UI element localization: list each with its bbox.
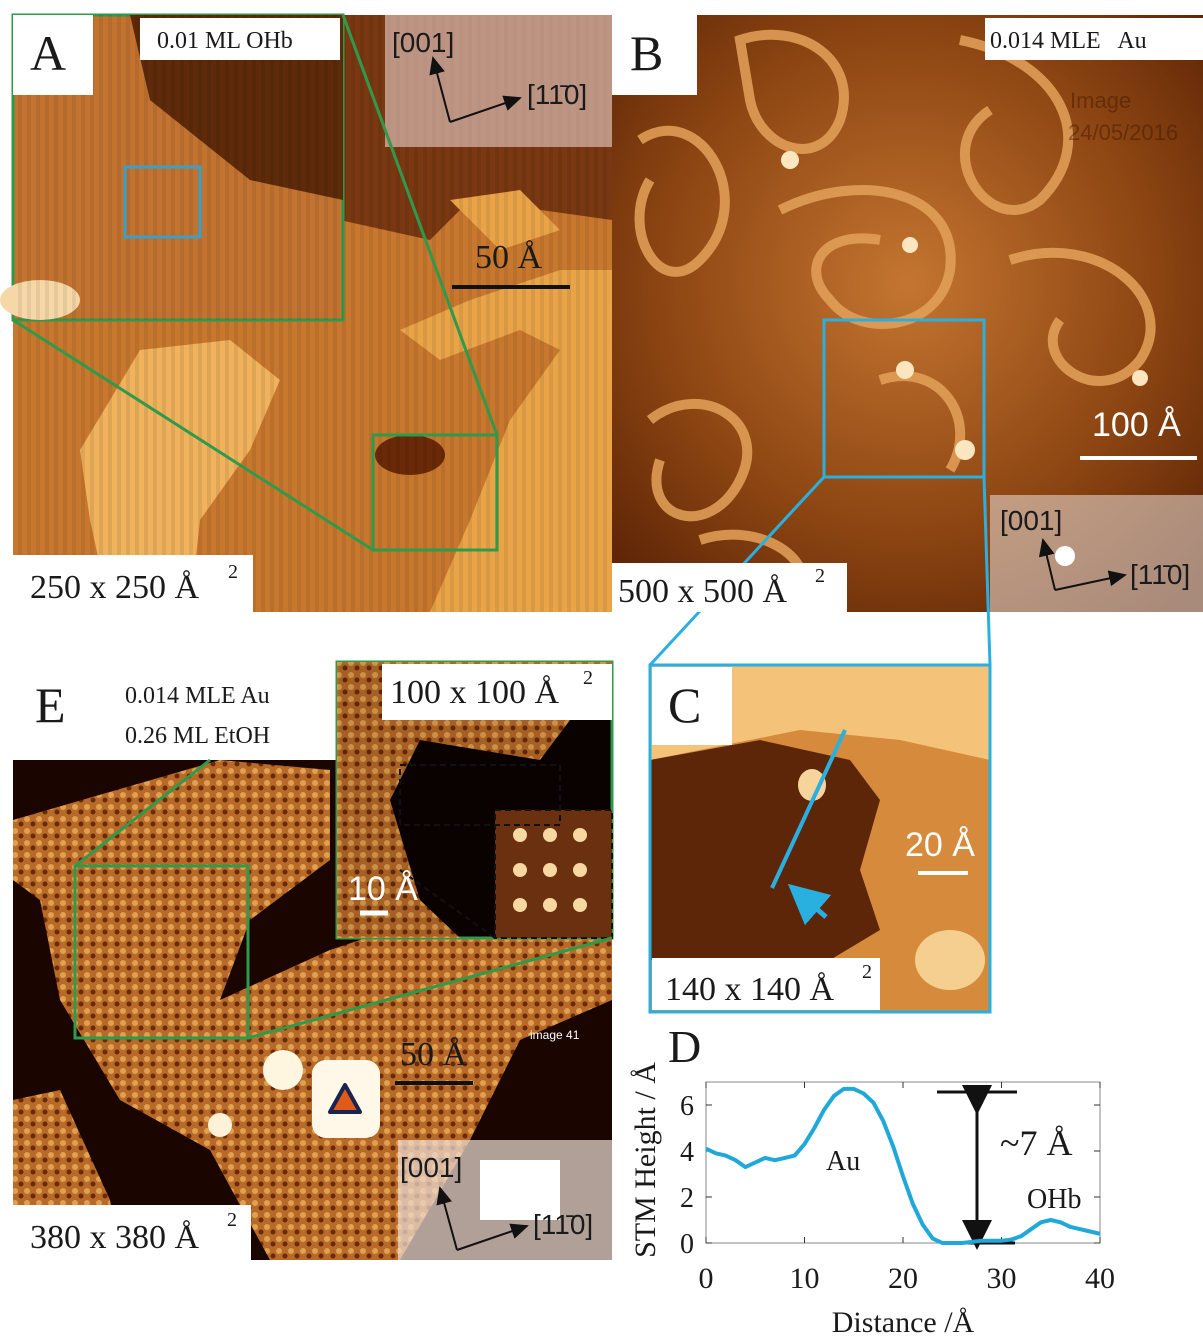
profile-line [706, 1089, 1100, 1243]
scale-label: 10 Å [348, 870, 418, 908]
texture [573, 898, 587, 912]
image-size: 500 x 500 Å [618, 573, 788, 610]
coverage: 0.26 ML EtOH [125, 723, 270, 749]
image-size-power: 2 [815, 565, 825, 587]
adatom [781, 151, 799, 169]
annotation: OHb [1027, 1184, 1081, 1215]
adatom [955, 440, 975, 460]
panel-letter: B [630, 25, 663, 81]
annotation: Au [826, 1146, 860, 1177]
direction: [001] [1000, 505, 1062, 536]
texture [543, 898, 557, 912]
direction: [11̄0] [527, 79, 587, 110]
x-tick-label: 40 [1085, 1262, 1115, 1295]
y-tick-label: 4 [680, 1137, 694, 1168]
panel-c: C 20 Å 140 x 140 Å 2 [650, 665, 990, 1012]
adatom [1132, 370, 1148, 386]
texture [573, 863, 587, 877]
texture [543, 863, 557, 877]
coverage: 0.014 MLE Au [990, 28, 1147, 54]
y-tick-label: 2 [680, 1183, 694, 1214]
terrace [650, 740, 880, 960]
texture [543, 828, 557, 842]
x-tick-label: 10 [790, 1262, 820, 1295]
cluster [208, 1113, 232, 1137]
panel-letter: C [668, 677, 701, 733]
x-tick-label: 30 [987, 1262, 1017, 1295]
texture [513, 863, 527, 877]
scale-label: 20 Å [905, 826, 975, 864]
image-size-power: 2 [228, 561, 238, 583]
direction: [001] [392, 27, 454, 58]
x-tick-label: 20 [888, 1262, 918, 1295]
scale-label: 50 Å [400, 1036, 468, 1073]
scale-label: 100 Å [1092, 406, 1181, 444]
y-tick-label: 0 [680, 1229, 694, 1260]
texture [573, 828, 587, 842]
direction: [001] [400, 1152, 462, 1183]
direction: [11̄0] [1130, 559, 1190, 590]
adatom [896, 361, 914, 379]
image-size-power: 2 [227, 1209, 237, 1231]
panel-a: A 0.01 ML OHb 50 Å [001] [11̄0] 250 x 25… [0, 15, 612, 612]
texture [513, 898, 527, 912]
panel-letter: D [668, 1021, 701, 1072]
panel-letter: E [35, 677, 66, 733]
image-size: 380 x 380 Å [30, 1219, 200, 1256]
panel-b: Image 24/05/2016 B 0.014 MLE Au 100 Å [0… [612, 15, 1203, 665]
watermark: Image [1070, 88, 1131, 113]
x-tick-label: 0 [699, 1262, 714, 1295]
panel-d: D STM Height / Å Distance /Å Au ~7 Å OHb… [629, 1021, 1115, 1338]
scale-label: 50 Å [475, 239, 543, 276]
coverage: 0.014 MLE Au [125, 683, 270, 709]
inset-size: 100 x 100 Å [390, 674, 560, 711]
adatom [798, 769, 826, 801]
x-axis-label: Distance /Å [832, 1306, 975, 1338]
image-note: image 41 [530, 1028, 580, 1042]
panel-e: E 0.014 MLE Au 0.26 ML EtOH 100 x 100 Å … [13, 662, 612, 1260]
cluster [263, 1050, 303, 1090]
atoms [513, 828, 587, 912]
image-size: 140 x 140 Å [665, 971, 835, 1008]
coverage: 0.01 ML OHb [157, 28, 293, 54]
inset-size-power: 2 [583, 667, 593, 689]
y-axis-label: STM Height / Å [629, 1062, 662, 1258]
feature [915, 930, 985, 990]
annotation: ~7 Å [1000, 1123, 1072, 1163]
direction: [11̄0] [533, 1209, 593, 1240]
texture [513, 828, 527, 842]
figure: A 0.01 ML OHb 50 Å [001] [11̄0] 250 x 25… [0, 0, 1203, 1338]
y-tick-label: 6 [680, 1091, 694, 1122]
panel-letter: A [30, 25, 66, 81]
adatom [1055, 546, 1075, 566]
watermark: 24/05/2016 [1068, 120, 1178, 145]
image-size-power: 2 [862, 961, 872, 983]
adatom [902, 237, 918, 253]
image-size: 250 x 250 Å [30, 569, 200, 606]
